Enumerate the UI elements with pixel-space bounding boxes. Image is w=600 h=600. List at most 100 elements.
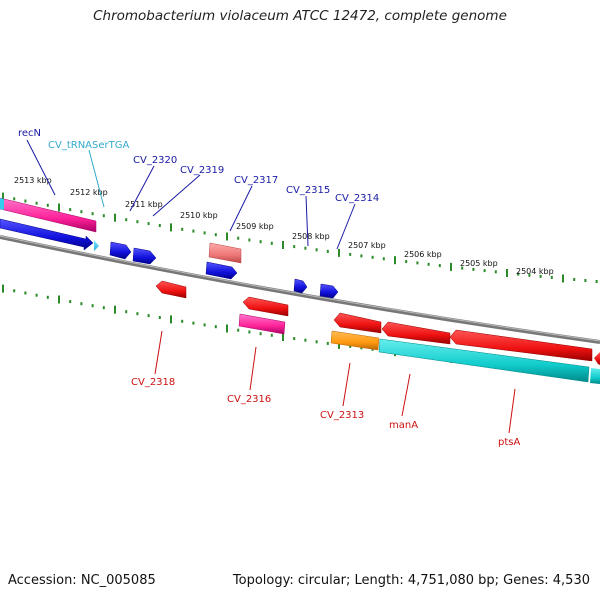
tick-major xyxy=(450,262,452,271)
tick-major xyxy=(2,284,4,293)
label-CV_2315: CV_2315 xyxy=(286,185,330,196)
tick-minor xyxy=(315,248,318,252)
label-CV_2317: CV_2317 xyxy=(234,175,278,186)
tick-minor xyxy=(293,245,296,249)
tick-minor xyxy=(125,218,128,222)
tick-minor xyxy=(405,260,408,264)
tick-major xyxy=(562,274,564,283)
label-CV_tRNASerTGA: CV_tRNASerTGA xyxy=(48,140,129,151)
feature-manA[interactable] xyxy=(381,321,451,345)
tick-minor xyxy=(147,314,150,318)
feature-CV_2319[interactable] xyxy=(132,247,157,265)
tick-minor xyxy=(214,233,217,237)
tick-major xyxy=(2,192,4,201)
feature-reverse-red-edge[interactable] xyxy=(594,352,600,365)
tick-minor xyxy=(438,264,441,268)
label-ptsA: ptsA xyxy=(498,437,520,448)
feature-CV_2320[interactable] xyxy=(109,241,132,260)
tick-minor xyxy=(248,330,251,334)
tick-major xyxy=(170,223,172,232)
label-CV_2320: CV_2320 xyxy=(133,155,177,166)
tick-major xyxy=(58,295,60,304)
tick-minor xyxy=(203,231,206,235)
tick-minor xyxy=(46,203,49,207)
accession-text: Accession: NC_005085 xyxy=(8,573,156,588)
tick-minor xyxy=(573,278,576,281)
tick-minor xyxy=(595,280,598,283)
label-CV_2316: CV_2316 xyxy=(227,394,271,405)
tick-minor xyxy=(203,323,206,327)
tick-label: 2513 kbp xyxy=(14,176,52,185)
tick-minor xyxy=(270,241,273,245)
genome-backbone-highlight xyxy=(0,235,600,342)
tick-major xyxy=(114,213,116,222)
tick-label: 2509 kbp xyxy=(236,222,274,231)
feature-reverse-red-long[interactable] xyxy=(449,329,593,362)
tick-minor xyxy=(326,341,329,345)
tick-major xyxy=(394,256,396,265)
feature-left-cyan-fragment xyxy=(0,198,4,210)
tick-minor xyxy=(24,291,27,295)
tick-minor xyxy=(102,214,105,218)
feature-CV_2318[interactable] xyxy=(155,280,187,299)
tick-minor xyxy=(158,224,161,227)
tick-minor xyxy=(91,304,94,308)
feature-CV_2314[interactable] xyxy=(319,283,339,299)
map-title: Chromobacterium violaceum ATCC 12472, co… xyxy=(93,8,507,24)
feature-forward-blue-mid[interactable] xyxy=(205,261,238,280)
tick-minor xyxy=(416,261,419,265)
tick-minor xyxy=(35,293,38,297)
tick-minor xyxy=(584,279,587,282)
tick-minor xyxy=(349,252,352,256)
tick-major xyxy=(170,315,172,324)
feature-CV_2315[interactable] xyxy=(293,278,308,294)
tick-minor xyxy=(259,240,262,244)
tick-minor xyxy=(91,212,94,216)
tick-minor xyxy=(315,340,318,344)
tick-minor xyxy=(69,300,72,304)
label-CV_2318: CV_2318 xyxy=(131,377,175,388)
genome-summary-text: Topology: circular; Length: 4,751,080 bp… xyxy=(232,573,590,588)
tick-minor xyxy=(259,332,262,336)
tick-major xyxy=(282,241,284,249)
feature-recN[interactable] xyxy=(0,197,97,233)
tick-minor xyxy=(136,220,139,224)
tick-minor xyxy=(304,338,307,342)
feature-reverse-red-right[interactable] xyxy=(333,312,382,334)
label-recN: recN xyxy=(18,128,41,139)
tick-minor xyxy=(24,199,27,203)
tick-minor xyxy=(147,222,150,226)
feature-CV_2313[interactable] xyxy=(330,330,380,351)
feature-CV_2317[interactable] xyxy=(208,242,242,264)
tick-major xyxy=(338,248,340,257)
tick-minor xyxy=(539,274,542,278)
tick-major xyxy=(58,203,60,212)
tick-major xyxy=(282,333,284,341)
tick-minor xyxy=(494,270,497,274)
tick-minor xyxy=(461,266,464,270)
tick-minor xyxy=(371,255,374,259)
tick-minor xyxy=(80,210,83,214)
tick-minor xyxy=(326,249,329,253)
feature-CV_tRNASerTGA[interactable] xyxy=(94,240,99,251)
genome-backbone xyxy=(0,235,600,344)
tick-minor xyxy=(214,325,217,329)
leader-lines-forward xyxy=(26,139,356,250)
tick-minor xyxy=(13,197,16,201)
tick-label: 2511 kbp xyxy=(125,200,163,209)
tick-minor xyxy=(181,319,184,323)
tick-row-forward xyxy=(2,192,598,283)
tick-minor xyxy=(80,302,83,306)
feature-CV_2316[interactable] xyxy=(238,313,286,335)
feature-reverse-cyan-edge xyxy=(590,368,600,384)
feature-reverse-red-mid[interactable] xyxy=(242,296,289,317)
tick-label: 2508 kbp xyxy=(292,232,330,241)
tick-minor xyxy=(192,229,195,233)
tick-minor xyxy=(35,201,38,205)
leader-line-trna xyxy=(88,149,105,208)
tick-minor xyxy=(304,246,307,250)
tick-minor xyxy=(349,344,352,348)
feature-ptsA[interactable] xyxy=(378,338,590,383)
feature-forward-blue-left[interactable] xyxy=(0,218,94,251)
tick-minor xyxy=(102,306,105,310)
